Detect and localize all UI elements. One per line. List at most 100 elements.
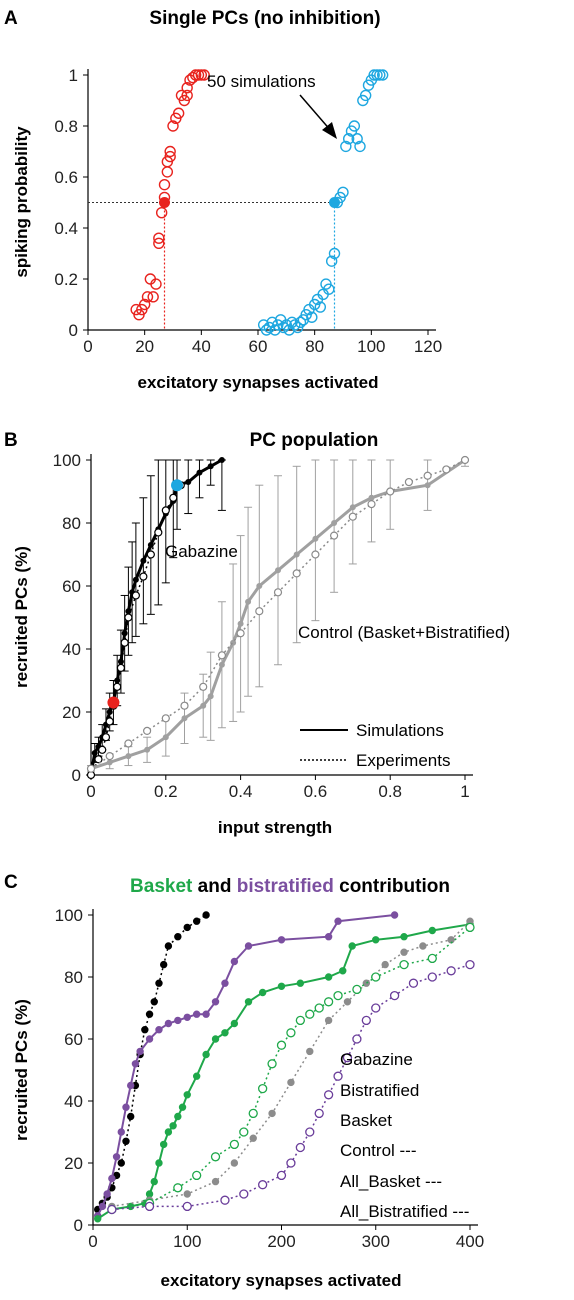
panel-c-point (342, 1052, 353, 1063)
panel-c-legend-item: Basket (340, 1111, 392, 1130)
panel-c-point (169, 1122, 177, 1130)
panel-c-point (305, 1127, 315, 1137)
panel-b-point (349, 504, 356, 511)
panel-c-point (343, 998, 352, 1006)
panel-b-point (94, 755, 103, 764)
panel-c-point (258, 988, 267, 997)
panel-c-point (372, 936, 380, 944)
panel-b-point (124, 739, 133, 748)
panel-b-point (245, 598, 252, 605)
panel-a-point (348, 120, 361, 132)
panel-b-x-tick-label: 0 (86, 782, 95, 801)
panel-a-highlight-point (329, 197, 340, 208)
panel-a-point (155, 206, 168, 219)
panel-b-point (217, 651, 226, 660)
panel-c-point (428, 926, 436, 935)
panel-c-point (174, 933, 182, 941)
panel-c-point (117, 1128, 125, 1136)
panel-b-point (124, 613, 133, 622)
panel-a-y-tick-label: 0 (69, 321, 78, 340)
panel-c-point (183, 1091, 191, 1099)
panel-c-point (145, 1190, 154, 1198)
panel-b-point (116, 663, 126, 673)
panel-b-y-tick-label: 100 (53, 451, 81, 470)
panel-c-y-tick-label: 0 (74, 1216, 83, 1235)
panel-a-point (147, 291, 159, 303)
panel-b-point (161, 506, 170, 515)
panel-a-point (289, 319, 301, 331)
panel-a-point (158, 178, 171, 191)
panel-b-point (460, 455, 470, 465)
panel-c-point (122, 1137, 130, 1146)
panel-b-point (185, 479, 192, 486)
panel-c-point (220, 1195, 230, 1205)
panel-b-x-tick-label: 0.6 (304, 782, 328, 801)
panel-b-point (86, 764, 96, 773)
panel-c-title-contribution: contribution (334, 876, 450, 897)
panel-c-point (305, 1009, 315, 1019)
panel-c-point (145, 1035, 154, 1043)
panel-c-point (230, 1019, 239, 1028)
panel-a-point (323, 283, 335, 295)
panel-c-point (131, 1060, 140, 1068)
panel-a-point (371, 69, 383, 81)
panel-b-point (105, 751, 114, 761)
panel-c-point (221, 1029, 229, 1037)
panel-c-point (277, 982, 286, 990)
panel-c-point (286, 1158, 296, 1168)
panel-b-series-line (89, 458, 223, 776)
panel-b-point (199, 682, 208, 691)
panel-c-point (400, 948, 408, 956)
panel-c-point (164, 1019, 173, 1028)
panel-a-y-tick-label: 0.8 (54, 117, 78, 136)
panel-a-point (153, 232, 165, 244)
panel-b-point (125, 608, 132, 615)
panel-b-title: PC population (250, 430, 379, 451)
panel-b-point (106, 759, 113, 766)
panel-a-point (138, 298, 151, 311)
panel-b-point (154, 528, 163, 537)
panel-c-y-tick-label: 20 (64, 1154, 83, 1173)
panel-b-y-tick-label: 60 (62, 577, 81, 596)
panel-a-point (150, 278, 162, 290)
panel-c-point (230, 957, 239, 966)
panel-c-x-axis-title: excitatory synapses activated (161, 1271, 402, 1290)
panel-c-point (295, 1142, 306, 1153)
panel-c-point (362, 979, 371, 987)
panel-b-point (120, 638, 129, 647)
panel-a-point (368, 69, 380, 81)
panel-a-point (167, 120, 179, 132)
panel-a-y-tick-label: 1 (69, 66, 78, 85)
panel-b-point (105, 717, 114, 726)
panel-b-label-control: Control (Basket+Bistratified) (298, 623, 510, 642)
panel-b-point (275, 567, 281, 574)
panel-b-chart: 0 0.2 0.4 0.6 0.8 1 0 20 40 60 80 100 input strength… (12, 451, 510, 837)
panel-a-point (161, 166, 174, 178)
panel-b-point (144, 746, 151, 753)
panel-c-point (230, 1159, 239, 1167)
panel-b-point (101, 733, 111, 742)
panel-a-x-tick-label: 120 (414, 337, 442, 356)
panel-b-point (125, 753, 132, 760)
panel-c-point (352, 984, 362, 995)
panel-b-point (181, 715, 188, 722)
panel-a-arrow-line (299, 94, 333, 133)
panel-c-point (268, 1109, 276, 1118)
panel-c-point (333, 1071, 343, 1081)
panel-c-point (371, 972, 381, 982)
panel-b-point (98, 745, 107, 754)
panel-c-point (174, 1016, 182, 1025)
panel-a-point (342, 133, 355, 145)
panel-c-point (257, 1180, 268, 1190)
panel-b-point (311, 550, 320, 559)
panel-a-x-tick-label: 60 (249, 337, 268, 356)
panel-a-point (325, 255, 338, 267)
panel-c-point (324, 933, 333, 941)
panel-c-point (155, 1026, 163, 1034)
panel-c-point (314, 1003, 324, 1013)
panel-c-point (427, 953, 437, 964)
panel-letter-c: C (4, 872, 18, 893)
panel-a-point (153, 237, 165, 250)
panel-c-point (112, 1153, 121, 1161)
panel-a-point (164, 145, 176, 158)
